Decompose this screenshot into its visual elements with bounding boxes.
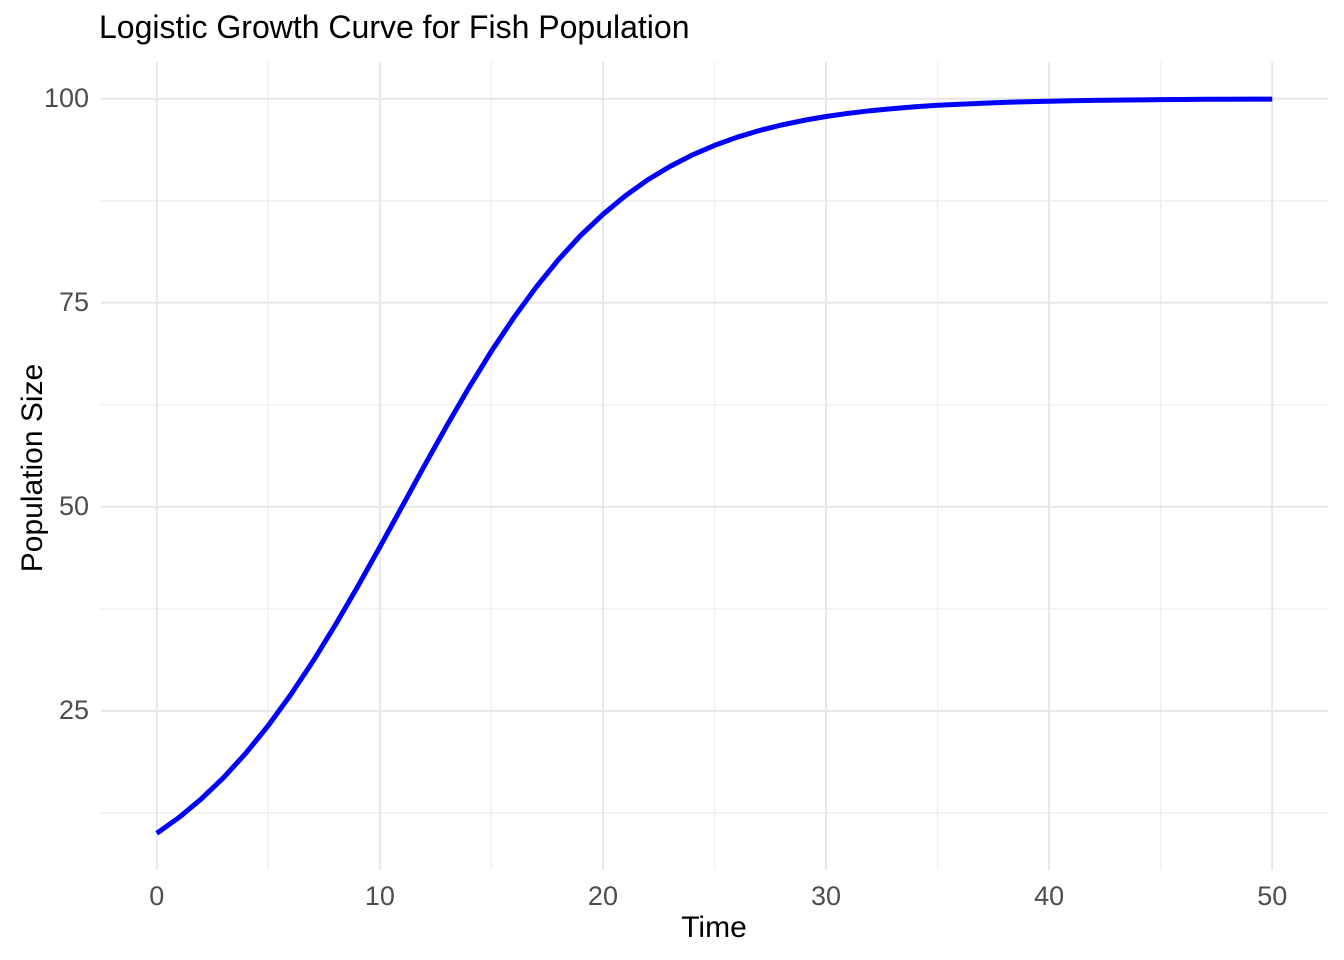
x-tick-label: 0	[149, 881, 165, 911]
y-tick-label: 100	[43, 83, 89, 114]
y-tick-label: 25	[58, 695, 89, 726]
x-tick-label: 30	[811, 881, 842, 911]
chart-panel	[101, 62, 1328, 870]
y-tick-label: 75	[58, 287, 89, 318]
x-tick-label: 50	[1257, 881, 1288, 911]
x-tick-label: 10	[364, 881, 395, 911]
logistic-growth-curve-line	[155, 96, 1273, 836]
y-tick-label: 50	[58, 491, 89, 522]
plot-title: Logistic Growth Curve for Fish Populatio…	[99, 9, 690, 45]
x-axis-title: Time	[681, 911, 747, 944]
x-tick-label: 20	[587, 881, 618, 911]
x-tick-label: 40	[1034, 881, 1065, 911]
y-axis-title: Population Size	[16, 363, 49, 573]
